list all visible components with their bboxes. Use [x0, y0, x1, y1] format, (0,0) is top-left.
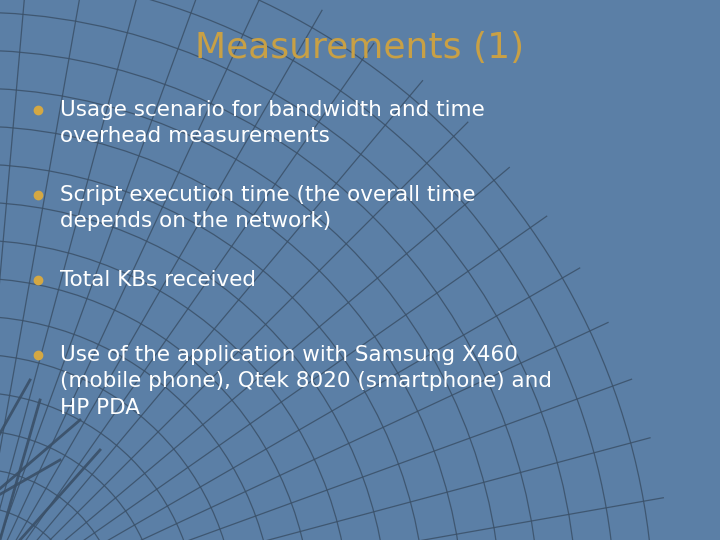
Text: Usage scenario for bandwidth and time
overhead measurements: Usage scenario for bandwidth and time ov… [60, 100, 485, 146]
Text: Total KBs received: Total KBs received [60, 270, 256, 290]
Text: Script execution time (the overall time
depends on the network): Script execution time (the overall time … [60, 185, 475, 232]
Text: Measurements (1): Measurements (1) [195, 31, 525, 65]
Text: Use of the application with Samsung X460
(mobile phone), Qtek 8020 (smartphone) : Use of the application with Samsung X460… [60, 345, 552, 418]
